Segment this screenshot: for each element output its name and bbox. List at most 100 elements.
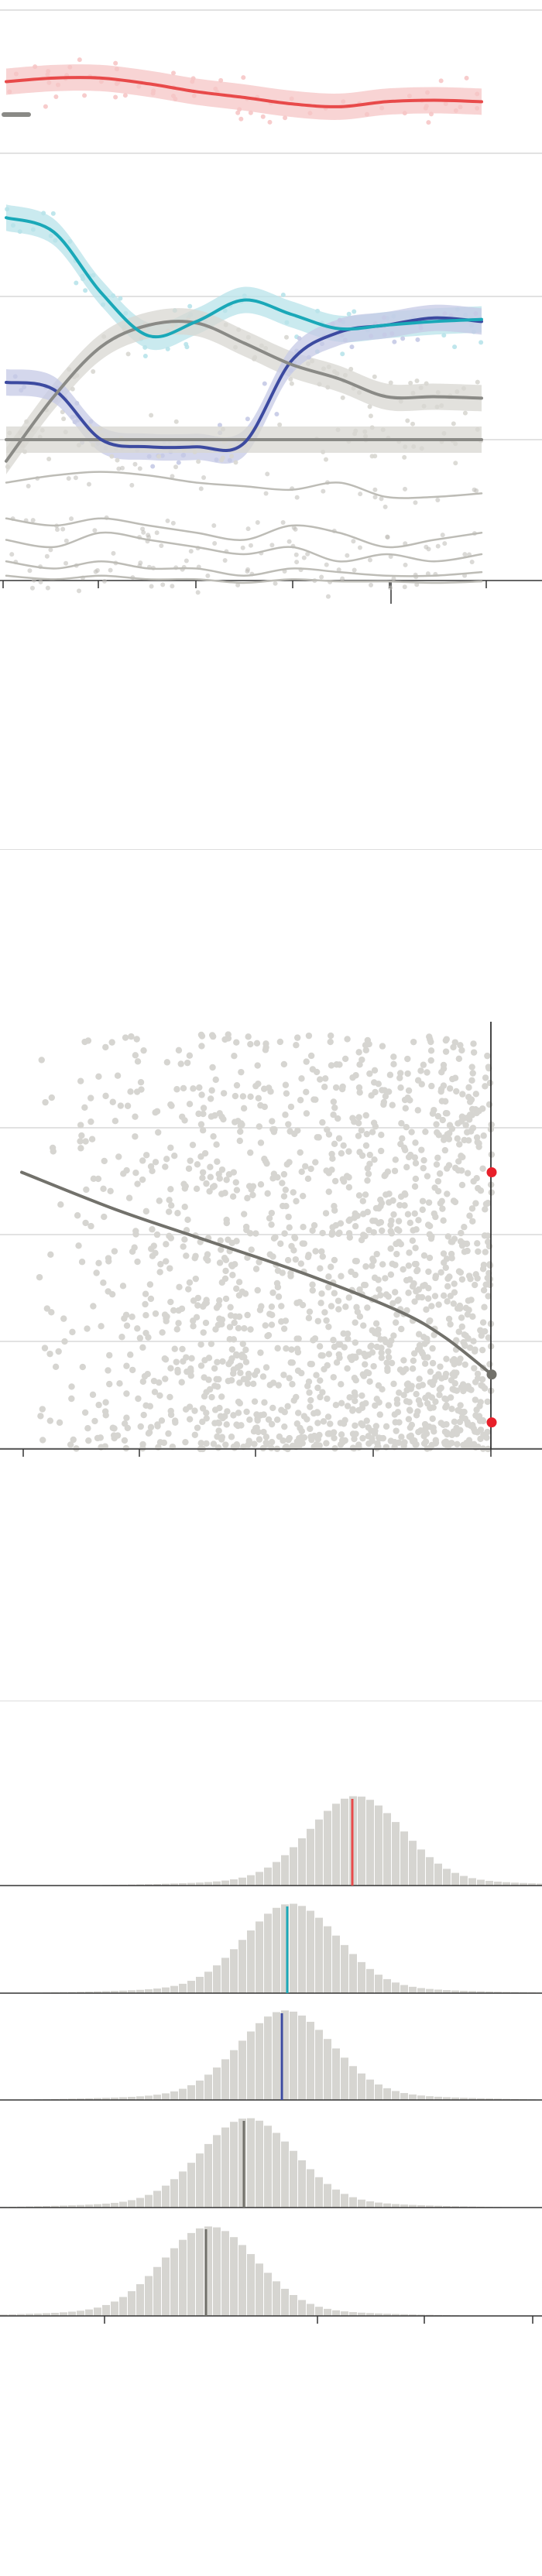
poll-dot [323,457,328,462]
data-point [39,1406,46,1413]
histogram-bar [238,2119,246,2208]
data-point [193,1314,201,1321]
data-point [406,1424,414,1431]
data-point [394,1297,401,1304]
poll-dot [187,303,193,309]
data-point [134,1258,141,1266]
histogram-bar [290,2011,297,2100]
data-point [111,1425,118,1432]
poll-dot [413,500,418,505]
data-point [391,1411,398,1418]
poll-dot [340,576,345,581]
data-point [50,1148,57,1155]
data-point [396,1074,403,1081]
data-point [393,1240,400,1248]
data-point [208,1340,215,1348]
data-point [406,1276,413,1283]
data-point [486,1079,494,1087]
poll-dot [415,337,420,342]
data-point [220,1090,228,1097]
data-point [268,1420,276,1428]
poll-dot [294,495,300,500]
data-point [402,1105,409,1112]
data-point [448,1255,455,1262]
data-point [421,1360,429,1367]
data-point [325,1323,332,1331]
data-point [251,1440,258,1447]
data-point [115,1153,122,1160]
histogram-bar [451,2097,459,2100]
data-point [375,1081,382,1088]
data-point [425,1268,432,1276]
histogram-bar [443,2205,451,2208]
data-point [450,1300,458,1307]
data-point [243,1408,250,1416]
data-point [405,1262,413,1269]
data-point [349,1074,356,1081]
data-point [327,1420,334,1427]
poll-dot [241,75,246,80]
poll-dot [108,567,113,573]
data-point [382,1171,389,1179]
histogram-bar [179,1882,187,1886]
data-point [262,1046,269,1053]
data-point [137,1078,145,1086]
histogram-bar [77,2098,84,2100]
data-point [468,1105,476,1113]
data-point [247,1040,254,1048]
data-point [378,1200,386,1207]
data-point [153,1231,161,1238]
data-point [369,1262,376,1269]
data-point [472,1444,479,1451]
data-point [204,1251,211,1258]
data-point [163,1258,170,1265]
data-point [356,1286,363,1293]
histogram-bar [341,1944,348,1993]
data-point [142,1290,149,1297]
data-point [406,1097,413,1104]
data-point [316,1442,323,1449]
data-point [282,1081,290,1088]
histogram-bar [256,1872,263,1886]
poll-dot [113,94,118,100]
data-point [440,1250,448,1257]
data-point [399,1135,406,1142]
data-point [244,1311,251,1319]
poll-dot [212,540,218,546]
data-point [346,1234,353,1241]
data-point [314,1420,321,1427]
data-point [299,1192,307,1200]
data-point [240,1105,248,1112]
data-point [377,1336,384,1343]
data-point [484,1052,491,1060]
data-point [204,1257,211,1264]
histogram-bar [409,1986,417,1993]
data-point [481,1303,488,1310]
data-point [156,1439,164,1446]
data-point [449,1075,456,1083]
histogram-bar [290,1903,297,1993]
data-point [319,1389,326,1396]
data-point [414,1346,422,1353]
data-point [252,1230,259,1237]
data-point [412,1160,420,1166]
poll-dot [53,94,59,100]
data-point [458,1323,465,1331]
poll-dot [176,460,181,465]
data-point [325,1188,332,1195]
histogram-bar [426,1857,434,1886]
data-point [370,1362,377,1370]
data-point [427,1368,434,1375]
histogram-bar [409,1841,417,1886]
data-point [125,1194,133,1201]
data-point [359,1401,366,1408]
data-point [379,1227,386,1235]
poll-dot [402,454,407,460]
histogram-bar [307,1910,314,1993]
data-point [457,1269,465,1276]
data-point [359,1434,366,1442]
data-point [439,1205,446,1212]
data-point [153,1108,161,1115]
histogram-bar [383,2314,391,2316]
data-point [229,1272,236,1279]
